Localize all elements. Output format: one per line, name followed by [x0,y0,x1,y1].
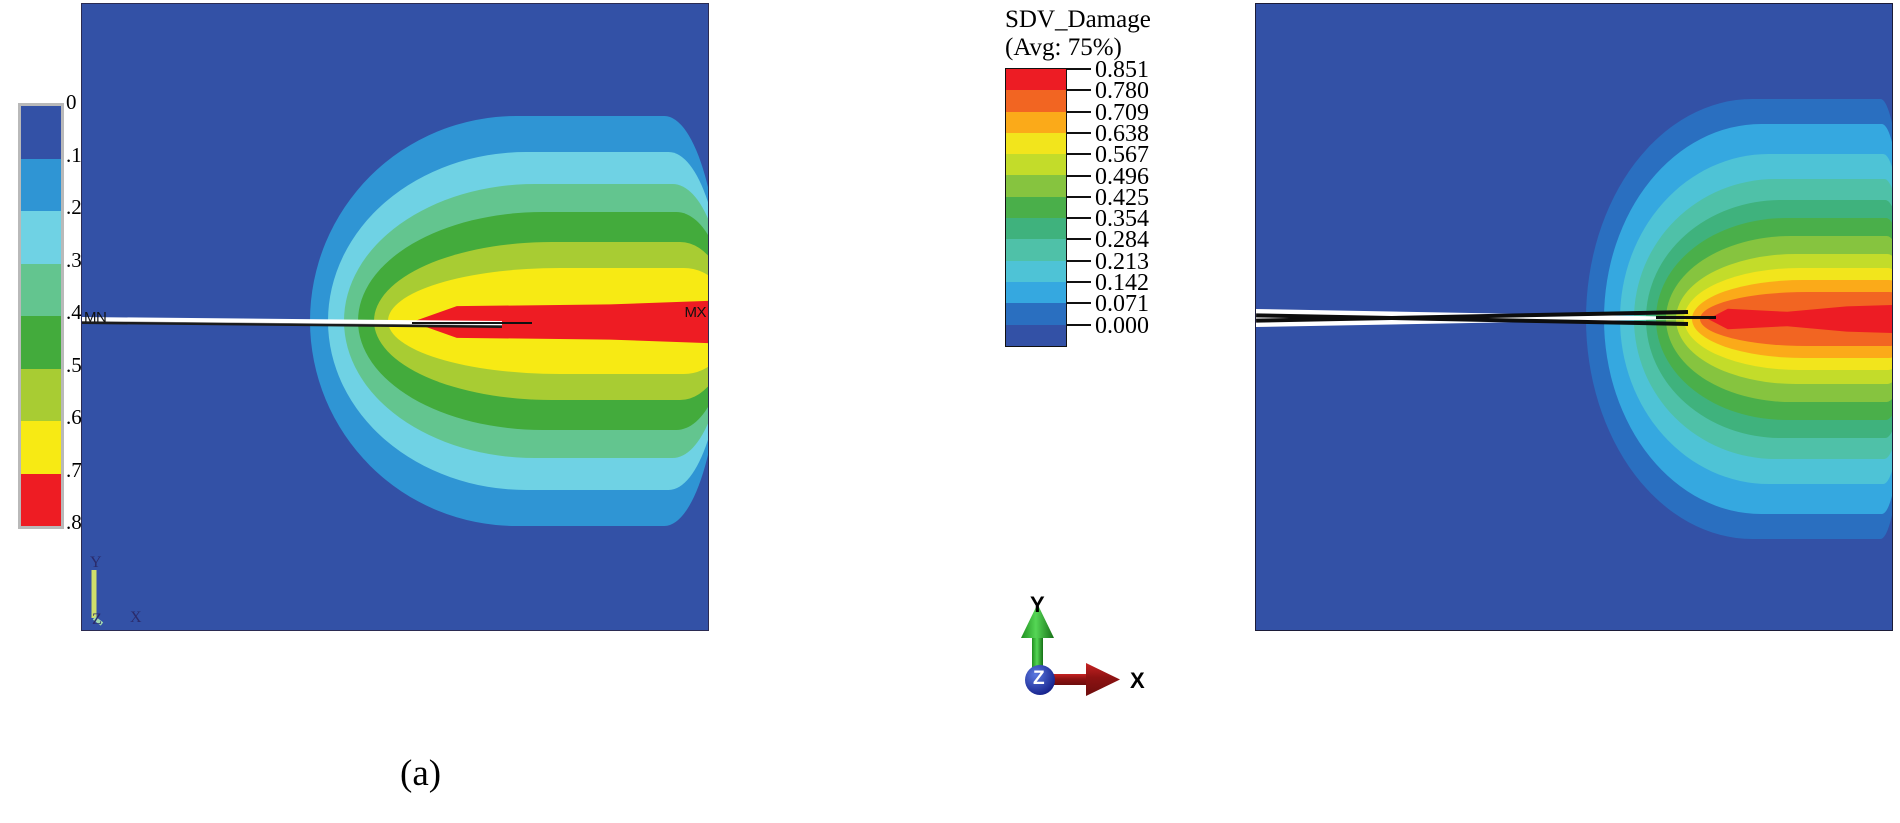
legend-swatch-8 [1006,239,1066,261]
legend-value-12: 0.000 [1095,312,1149,339]
legend-title-line2: (Avg: 75%) [1005,34,1122,61]
colorbar-band-6 [21,421,61,474]
abaqus-triad-icon [1021,604,1120,696]
legend-swatch-4 [1006,154,1066,176]
legend-swatch-10 [1006,281,1066,304]
legend-value-9: 0.213 [1095,248,1149,275]
legend-tick-12 [1067,323,1091,326]
legend-tick-9 [1067,259,1091,262]
legend-tick-1 [1067,89,1091,92]
abaqus-axis-triad: Y X Z [1010,590,1170,710]
contour-plot-b [1255,3,1893,631]
triad-y-label: Y [1030,592,1045,617]
legend-value-1: 0.780 [1095,78,1149,105]
legend-tick-8 [1067,238,1091,241]
legend-tick-6 [1067,195,1091,198]
colorbar-band-7 [21,473,61,526]
ansys-colorbar [18,103,64,529]
colorbar-band-3 [21,263,61,316]
crack-tip-b [1656,316,1716,319]
contour-plot-a: MN MX Y Z X [81,3,709,631]
legend-value-10: 0.142 [1095,270,1149,296]
triad-z-label: Z [1033,668,1045,689]
legend-tick-2 [1067,110,1091,113]
damage-contour-plume-a [82,4,708,630]
abaqus-legend-swatches [1005,68,1067,347]
legend-swatch-0 [1006,69,1066,91]
legend-swatch-11 [1006,303,1066,325]
legend-swatch-12 [1006,324,1066,346]
ansys-axis-triad: Y Z X [84,554,162,628]
legend-value-8: 0.284 [1095,227,1149,254]
ansys-triad-x-label: X [130,609,142,626]
legend-value-11: 0.071 [1095,291,1149,318]
legend-title-line1: SDV_Damage [1005,6,1151,33]
abaqus-legend: SDV_Damage (Avg: 75%) 0.851 0.780 0.709 0.6… [1005,6,1255,347]
subfigure-a: 0.106.213.319.425.532.638.744.851 MN MX … [0,0,860,823]
legend-swatch-2 [1006,111,1066,133]
colorbar-tick-label-0: 0 [66,90,77,114]
subfigure-b: SDV_Damage (Avg: 75%) 0.851 0.780 0.709 0.6… [860,0,1900,823]
legend-swatch-9 [1006,260,1066,282]
legend-swatch-3 [1006,132,1066,155]
crack-tip-a [412,322,532,324]
colorbar-band-2 [21,211,61,264]
legend-swatch-1 [1006,90,1066,112]
legend-value-7: 0.354 [1095,206,1149,233]
ansys-triad-y-label: Y [90,554,102,571]
ansys-triad-z-label: Z [92,611,102,628]
legend-value-5: 0.496 [1095,163,1149,190]
legend-swatch-5 [1006,175,1066,197]
colorbar-band-0 [21,106,61,159]
triad-x-label: X [1130,668,1145,693]
legend-value-3: 0.638 [1095,120,1149,147]
legend-tick-7 [1067,217,1091,220]
max-marker-label: MX [684,304,707,321]
colorbar-band-4 [21,316,61,369]
legend-tick-10 [1067,281,1091,283]
legend-value-2: 0.709 [1095,99,1149,126]
damage-contour-plume-b [1256,4,1892,630]
legend-swatch-7 [1006,218,1066,240]
ansys-triad-icon [91,570,104,626]
legend-value-0: 0.851 [1095,57,1149,83]
legend-tick-0 [1067,68,1091,70]
legend-tick-11 [1067,302,1091,305]
subfigure-caption-a: (a) [400,753,442,794]
min-marker-label: MN [84,309,107,326]
colorbar-band-1 [21,158,61,211]
legend-value-4: 0.567 [1095,142,1149,169]
colorbar-band-5 [21,368,61,421]
legend-value-6: 0.425 [1095,184,1149,211]
legend-tick-5 [1067,174,1091,177]
legend-swatch-6 [1006,196,1066,219]
legend-tick-3 [1067,131,1091,134]
legend-tick-4 [1067,153,1091,156]
